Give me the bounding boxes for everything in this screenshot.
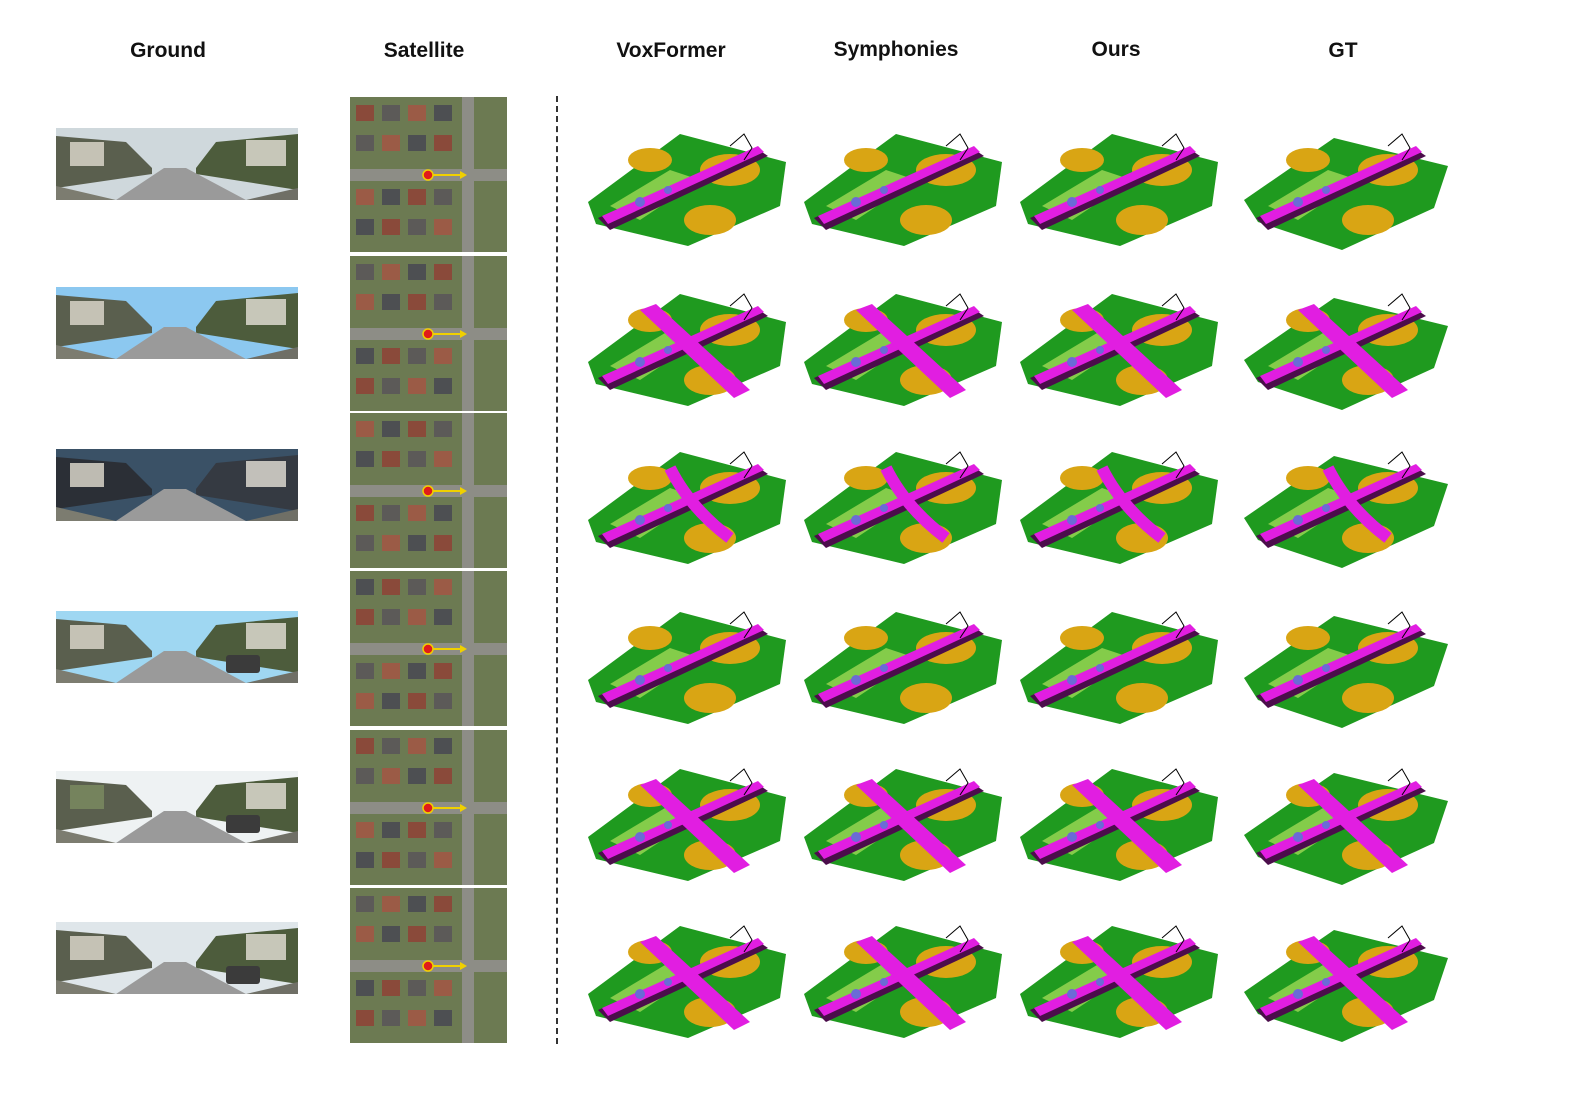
symphonies-voxel-render [796,902,1012,1052]
ground-image [56,287,298,359]
satellite-image [350,730,507,885]
voxformer-voxel-render [580,428,796,578]
ours-voxel-render [1012,588,1228,738]
voxformer-voxel-render [580,745,796,895]
ground-image [56,449,298,521]
ground-image [56,922,298,994]
gt-voxel-render [1238,588,1454,738]
satellite-image [350,888,507,1043]
symphonies-voxel-render [796,588,1012,738]
satellite-image [350,413,507,568]
satellite-image [350,97,507,252]
header-satellite: Satellite [383,39,465,62]
voxformer-voxel-render [580,588,796,738]
ours-voxel-render [1012,270,1228,420]
gt-voxel-render [1238,428,1454,578]
ours-voxel-render [1012,110,1228,260]
voxformer-voxel-render [580,902,796,1052]
gt-voxel-render [1238,902,1454,1052]
gt-voxel-render [1238,270,1454,420]
symphonies-voxel-render [796,745,1012,895]
voxformer-voxel-render [580,270,796,420]
ground-image [56,128,298,200]
satellite-image [350,571,507,726]
satellite-image [350,256,507,411]
symphonies-voxel-render [796,428,1012,578]
symphonies-voxel-render [796,270,1012,420]
voxformer-voxel-render [580,110,796,260]
header-ours: Ours [1091,38,1141,61]
ground-image [56,771,298,843]
column-separator [556,96,558,1044]
header-gt: GT [1328,39,1358,62]
gt-voxel-render [1238,110,1454,260]
symphonies-voxel-render [796,110,1012,260]
gt-voxel-render [1238,745,1454,895]
ours-voxel-render [1012,745,1228,895]
header-ground: Ground [130,39,206,62]
header-symphonies: Symphonies [833,38,959,61]
header-voxformer: VoxFormer [616,39,726,62]
ours-voxel-render [1012,428,1228,578]
ground-image [56,611,298,683]
ours-voxel-render [1012,902,1228,1052]
